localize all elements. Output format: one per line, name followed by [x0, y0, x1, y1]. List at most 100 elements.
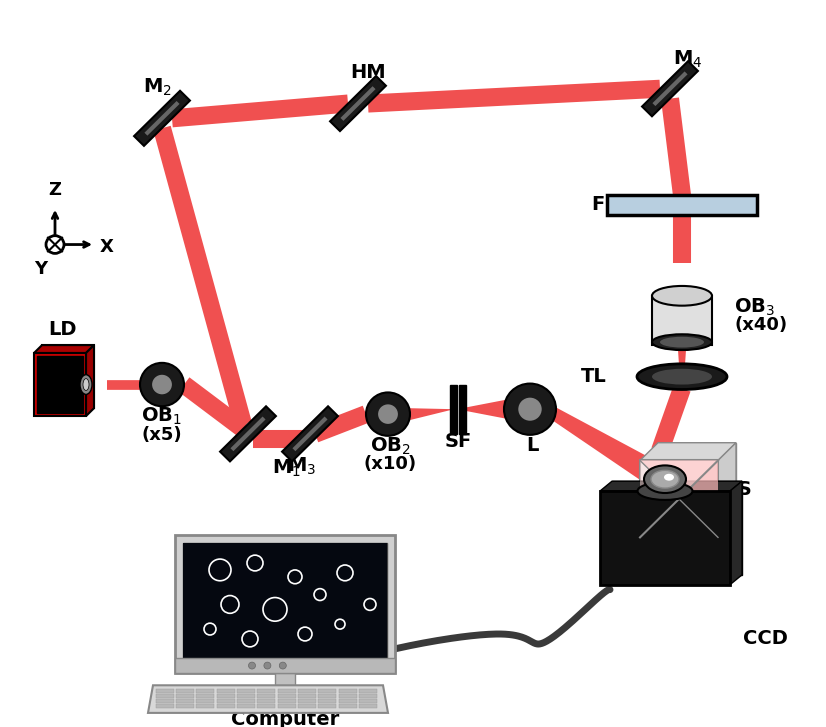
Polygon shape [292, 417, 328, 451]
Polygon shape [462, 399, 508, 419]
Polygon shape [640, 460, 718, 537]
Bar [230, 693, 340, 705]
Bar [318, 689, 336, 693]
Bar [217, 694, 235, 698]
Text: M$_1$: M$_1$ [272, 457, 301, 478]
Text: Y: Y [35, 260, 48, 278]
Bar [339, 699, 357, 703]
Bar [298, 699, 316, 703]
Ellipse shape [378, 404, 398, 424]
Text: (x5): (x5) [142, 426, 183, 443]
Text: LD: LD [48, 321, 76, 340]
Bar [278, 699, 296, 703]
Bar [176, 694, 194, 698]
Bar [607, 196, 757, 215]
Bar [196, 694, 214, 698]
Bar [176, 689, 194, 693]
Text: X: X [100, 238, 114, 257]
Text: L: L [526, 435, 539, 454]
Bar [156, 699, 174, 703]
Polygon shape [230, 417, 266, 451]
Bar [34, 353, 86, 416]
Text: TL: TL [582, 366, 607, 385]
Ellipse shape [638, 482, 692, 500]
Bar [318, 704, 336, 708]
Bar [298, 694, 316, 698]
Text: OB$_1$: OB$_1$ [141, 406, 183, 427]
Polygon shape [134, 91, 190, 146]
Bar [275, 673, 295, 695]
Polygon shape [282, 406, 338, 462]
Text: M$_3$: M$_3$ [287, 455, 316, 477]
Circle shape [263, 662, 271, 669]
Ellipse shape [83, 379, 89, 390]
Polygon shape [410, 409, 454, 420]
Ellipse shape [140, 363, 184, 406]
Bar [359, 689, 377, 693]
Ellipse shape [504, 384, 556, 435]
Bar [318, 694, 336, 698]
Polygon shape [552, 405, 655, 490]
Circle shape [46, 236, 64, 254]
Bar [156, 694, 174, 698]
Bar [339, 689, 357, 693]
Polygon shape [34, 345, 94, 353]
Bar [196, 699, 214, 703]
Polygon shape [340, 87, 376, 121]
Bar [237, 704, 255, 708]
Bar [176, 704, 194, 708]
Text: BS: BS [723, 480, 752, 499]
Ellipse shape [644, 465, 686, 493]
Ellipse shape [152, 375, 172, 394]
Bar [339, 704, 357, 708]
Ellipse shape [660, 337, 704, 348]
Polygon shape [612, 481, 742, 575]
Ellipse shape [652, 369, 712, 385]
Bar [196, 689, 214, 693]
Bar [196, 704, 214, 708]
Bar [217, 704, 235, 708]
Ellipse shape [652, 286, 712, 305]
Bar [298, 704, 316, 708]
Bar [183, 543, 387, 658]
Text: SF: SF [444, 432, 472, 451]
Bar [459, 385, 466, 434]
Text: HM: HM [350, 63, 386, 82]
Text: OB$_2$: OB$_2$ [369, 435, 411, 457]
Polygon shape [145, 101, 179, 136]
Bar [175, 658, 395, 673]
Bar [156, 704, 174, 708]
Polygon shape [642, 61, 698, 116]
Bar [600, 491, 730, 585]
Polygon shape [730, 481, 742, 585]
Polygon shape [640, 443, 736, 460]
Polygon shape [42, 345, 94, 409]
Bar [359, 699, 377, 703]
Bar [359, 694, 377, 698]
Bar [217, 699, 235, 703]
Polygon shape [86, 345, 94, 416]
Text: (x40): (x40) [734, 316, 787, 334]
Bar [278, 694, 296, 698]
Circle shape [249, 662, 255, 669]
Text: Z: Z [49, 181, 61, 199]
Text: Flow cell: Flow cell [592, 195, 688, 214]
Bar [257, 704, 275, 708]
Ellipse shape [652, 334, 712, 350]
Bar [339, 694, 357, 698]
Text: Computer: Computer [231, 710, 339, 727]
Bar [278, 689, 296, 693]
Polygon shape [220, 406, 276, 462]
Bar [257, 694, 275, 698]
Bar [359, 704, 377, 708]
Bar [298, 689, 316, 693]
Bar [318, 699, 336, 703]
Bar [652, 296, 712, 345]
Bar [237, 694, 255, 698]
Circle shape [279, 662, 287, 669]
Ellipse shape [664, 474, 674, 481]
Polygon shape [658, 443, 736, 520]
Polygon shape [640, 460, 718, 537]
Polygon shape [330, 76, 386, 131]
Polygon shape [718, 443, 736, 537]
